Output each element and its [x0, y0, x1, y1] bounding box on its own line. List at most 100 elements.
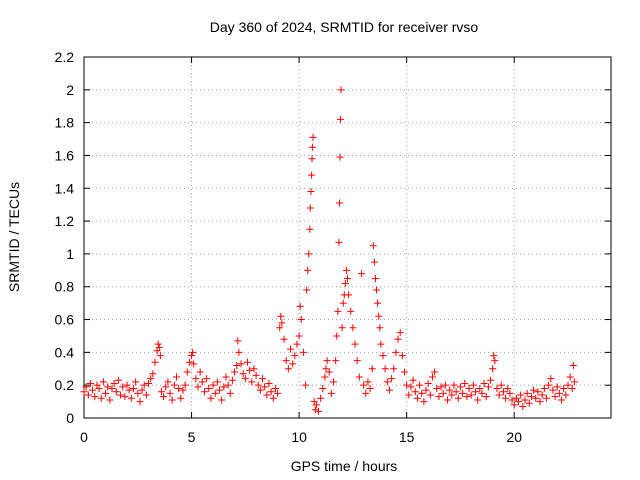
data-point	[405, 391, 413, 399]
data-point	[337, 86, 345, 94]
chart-title: Day 360 of 2024, SRMTID for receiver rvs…	[210, 19, 479, 35]
data-point	[482, 393, 490, 401]
data-point	[162, 383, 170, 391]
data-point	[309, 133, 317, 141]
data-point	[314, 407, 322, 415]
data-point	[508, 396, 516, 404]
data-point	[444, 396, 452, 404]
data-point	[86, 380, 94, 388]
data-point	[527, 393, 535, 401]
data-point	[265, 380, 273, 388]
data-point	[306, 204, 314, 212]
data-point	[497, 381, 505, 389]
data-point	[271, 384, 279, 392]
data-point	[394, 335, 402, 343]
data-point	[151, 358, 159, 366]
data-point	[390, 365, 398, 373]
data-point	[220, 383, 228, 391]
data-point	[142, 391, 150, 399]
data-points	[80, 86, 578, 415]
data-point	[493, 384, 501, 392]
data-point	[379, 352, 387, 360]
data-point	[308, 171, 316, 179]
data-point	[222, 373, 230, 381]
data-point	[566, 373, 574, 381]
data-point	[259, 375, 267, 383]
data-point	[392, 348, 400, 356]
data-point	[439, 389, 447, 397]
grid-lines	[84, 57, 611, 418]
data-point	[413, 394, 421, 402]
data-point	[295, 332, 303, 340]
data-point	[254, 381, 262, 389]
data-point	[333, 332, 341, 340]
data-point	[568, 384, 576, 392]
data-point	[284, 365, 292, 373]
data-point	[321, 373, 329, 381]
data-point	[190, 360, 198, 368]
data-point	[147, 375, 155, 383]
data-point	[261, 383, 269, 391]
data-point	[570, 378, 578, 386]
data-point	[549, 386, 557, 394]
y-tick-label: 0.2	[55, 377, 75, 393]
data-point	[121, 393, 129, 401]
data-point	[336, 199, 344, 207]
data-point	[125, 386, 133, 394]
y-tick-label: 1.8	[55, 115, 75, 131]
data-point	[562, 391, 570, 399]
data-point	[409, 376, 417, 384]
data-point	[349, 324, 357, 332]
data-point	[291, 352, 299, 360]
data-point	[226, 389, 234, 397]
data-point	[347, 307, 355, 315]
data-point	[551, 393, 559, 401]
data-point	[381, 365, 389, 373]
data-point	[499, 388, 507, 396]
data-point	[339, 299, 347, 307]
data-point	[157, 388, 165, 396]
data-point	[117, 391, 125, 399]
data-point	[164, 378, 172, 386]
data-point	[183, 368, 191, 376]
data-point	[241, 375, 249, 383]
data-point	[426, 391, 434, 399]
data-point	[231, 368, 239, 376]
data-point	[267, 388, 275, 396]
x-tick-label: 10	[291, 429, 307, 445]
plot-frame	[83, 56, 612, 419]
data-point	[560, 384, 568, 392]
data-point	[385, 386, 393, 394]
data-point	[338, 324, 346, 332]
data-point	[369, 242, 377, 250]
data-point	[368, 365, 376, 373]
data-point	[145, 380, 153, 388]
data-point	[200, 388, 208, 396]
data-point	[490, 352, 498, 360]
data-point	[160, 393, 168, 401]
data-point	[302, 381, 310, 389]
data-point	[177, 394, 185, 402]
data-point	[278, 319, 286, 327]
data-point	[311, 406, 319, 414]
data-point	[540, 384, 548, 392]
data-point	[517, 391, 525, 399]
data-point	[246, 366, 254, 374]
data-point	[250, 365, 258, 373]
data-point	[555, 389, 563, 397]
data-point	[175, 384, 183, 392]
data-point	[510, 401, 518, 409]
data-point	[480, 380, 488, 388]
data-point	[519, 403, 527, 411]
data-point	[403, 381, 411, 389]
data-point	[506, 389, 514, 397]
y-tick-label: 1.2	[55, 213, 75, 229]
data-point	[467, 391, 475, 399]
data-point	[362, 389, 370, 397]
data-point	[345, 291, 353, 299]
y-tick-label: 0	[66, 410, 74, 426]
y-tick-label: 1	[66, 246, 74, 262]
data-point	[306, 225, 314, 233]
data-point	[216, 386, 224, 394]
x-tick-label: 5	[188, 429, 196, 445]
